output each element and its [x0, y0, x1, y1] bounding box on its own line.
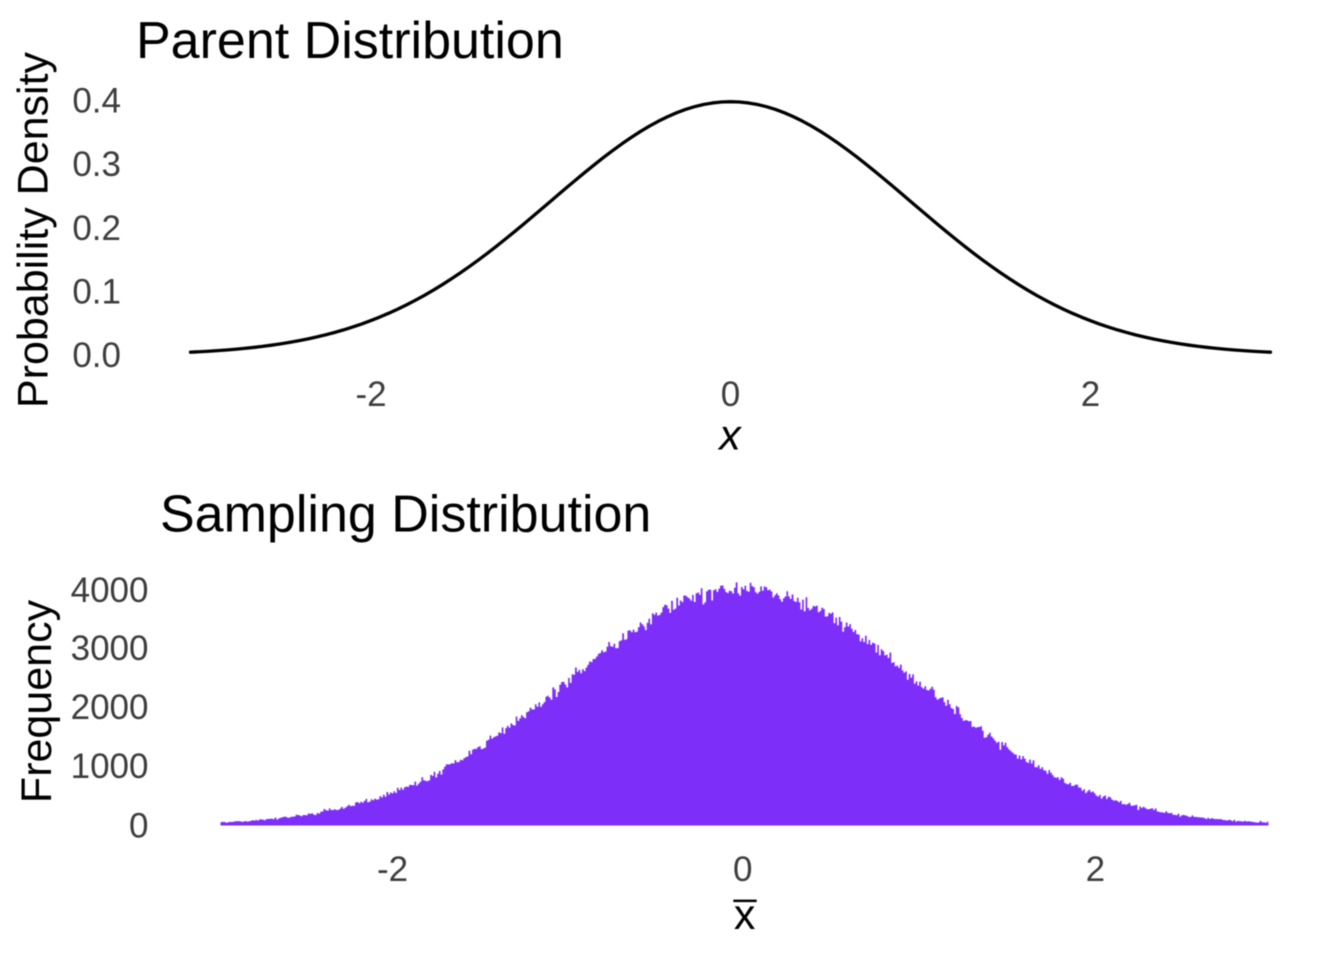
svg-text:2000: 2000 [71, 688, 149, 727]
svg-text:Sampling Distribution: Sampling Distribution [160, 486, 651, 544]
svg-text:1000: 1000 [71, 747, 149, 786]
svg-text:x: x [734, 891, 756, 939]
svg-text:Probability Density: Probability Density [10, 51, 58, 408]
svg-text:Parent Distribution: Parent Distribution [136, 12, 564, 70]
svg-text:0.3: 0.3 [72, 145, 121, 184]
svg-text:2: 2 [1086, 850, 1105, 889]
svg-text:0.1: 0.1 [72, 273, 121, 312]
svg-text:x: x [717, 411, 742, 459]
svg-text:4000: 4000 [71, 571, 149, 610]
svg-text:2: 2 [1081, 375, 1100, 414]
svg-text:0.2: 0.2 [72, 209, 121, 248]
svg-text:0: 0 [129, 807, 148, 846]
svg-text:0: 0 [721, 375, 740, 414]
svg-text:0.4: 0.4 [72, 82, 121, 121]
svg-text:-2: -2 [377, 850, 408, 889]
svg-text:Frequency: Frequency [13, 599, 61, 803]
svg-text:3000: 3000 [71, 629, 149, 668]
svg-text:0.0: 0.0 [72, 336, 121, 375]
svg-text:-2: -2 [355, 375, 386, 414]
svg-text:0: 0 [733, 850, 752, 889]
